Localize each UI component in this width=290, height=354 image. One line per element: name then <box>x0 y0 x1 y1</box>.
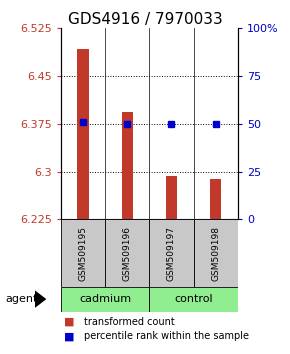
Bar <box>61 287 149 312</box>
Text: GDS4916 / 7970033: GDS4916 / 7970033 <box>68 12 222 27</box>
Text: ■: ■ <box>64 331 74 341</box>
Text: GSM509196: GSM509196 <box>123 225 132 281</box>
Bar <box>210 179 221 219</box>
Bar <box>122 113 133 219</box>
Text: percentile rank within the sample: percentile rank within the sample <box>84 331 249 341</box>
Polygon shape <box>35 290 46 308</box>
Text: agent: agent <box>6 294 38 304</box>
Text: transformed count: transformed count <box>84 317 175 327</box>
Text: GSM509197: GSM509197 <box>167 225 176 281</box>
Bar <box>61 219 105 287</box>
Bar <box>149 287 238 312</box>
Bar <box>105 219 149 287</box>
Text: control: control <box>174 294 213 304</box>
Text: GSM509195: GSM509195 <box>79 225 88 281</box>
Text: GSM509198: GSM509198 <box>211 225 220 281</box>
Text: ■: ■ <box>64 317 74 327</box>
Bar <box>166 176 177 219</box>
Bar <box>194 219 238 287</box>
Text: cadmium: cadmium <box>79 294 131 304</box>
Bar <box>77 49 88 219</box>
Bar <box>149 219 193 287</box>
